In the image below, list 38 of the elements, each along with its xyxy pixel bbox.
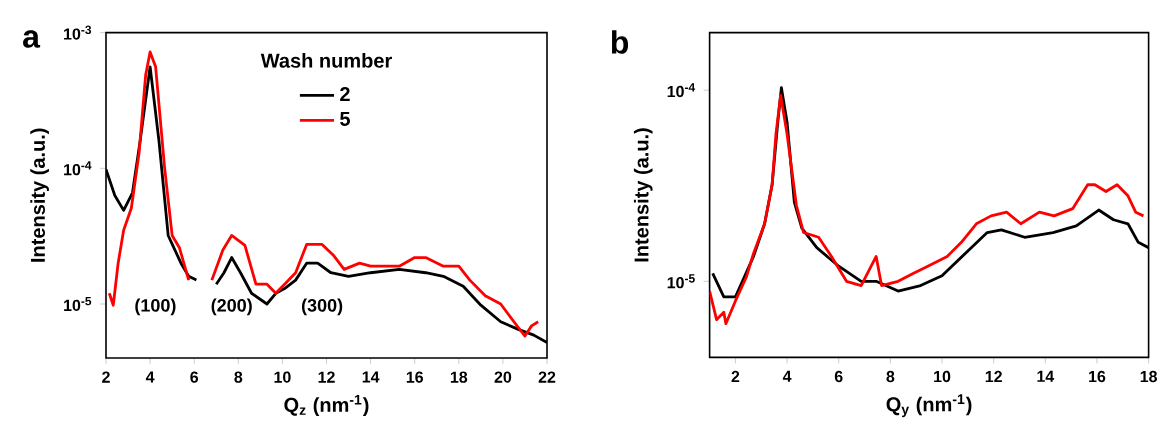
y-tick-label: 10$^{-3}$ — [64, 25, 92, 40]
y-tick-label: 10$^{-5}$ — [667, 274, 695, 289]
legend-label: 5 — [340, 111, 350, 126]
x-tick-label: 2 — [102, 371, 110, 383]
x-tick-label: 16 — [1089, 370, 1106, 383]
x-tick-label: 18 — [1140, 370, 1158, 383]
x-tick-label: 10 — [274, 371, 291, 383]
x-tick-label: 2 — [731, 370, 740, 383]
y-axis-title: Intensity (a.u.) — [30, 128, 49, 262]
x-tick-label: 8 — [234, 371, 243, 383]
y-axis-title: Intensity (a.u.) — [633, 128, 653, 262]
legend-label: 2 — [340, 86, 350, 101]
line-series — [709, 93, 1145, 326]
x-tick-label: 6 — [834, 370, 843, 383]
x-tick-label: 18 — [450, 371, 468, 383]
x-tick-label: 12 — [318, 371, 335, 383]
x-tick-label: 6 — [190, 371, 199, 383]
x-axis-title: Q$_{z}$ (nm$^{-1}$) — [284, 394, 369, 416]
x-tick-label: 22 — [538, 371, 556, 383]
x-tick-label: 14 — [1037, 370, 1055, 382]
x-tick-label: 8 — [886, 370, 895, 383]
x-axis-title: Q$_{y}$ (nm$^{-1}$) — [886, 394, 972, 418]
x-tick-label: 20 — [494, 371, 512, 383]
annotation: (200) — [211, 298, 252, 316]
chart-title: b — [611, 30, 629, 54]
x-tick-label: 16 — [406, 371, 424, 383]
x-tick-label: 12 — [985, 370, 1002, 383]
x-tick-label: 4 — [145, 371, 155, 383]
x-tick-label: 4 — [782, 370, 792, 382]
chart-title: a — [23, 30, 41, 48]
y-tick-label: 10$^{-4}$ — [64, 161, 92, 176]
x-tick-label: 10 — [934, 370, 951, 383]
x-tick-label: 14 — [362, 371, 380, 383]
y-tick-label: 10$^{-4}$ — [667, 83, 696, 98]
annotation: (100) — [135, 298, 176, 316]
y-tick-label: 10$^{-5}$ — [64, 296, 92, 312]
legend-title: Wash number — [260, 53, 392, 68]
annotation: (300) — [301, 298, 343, 316]
